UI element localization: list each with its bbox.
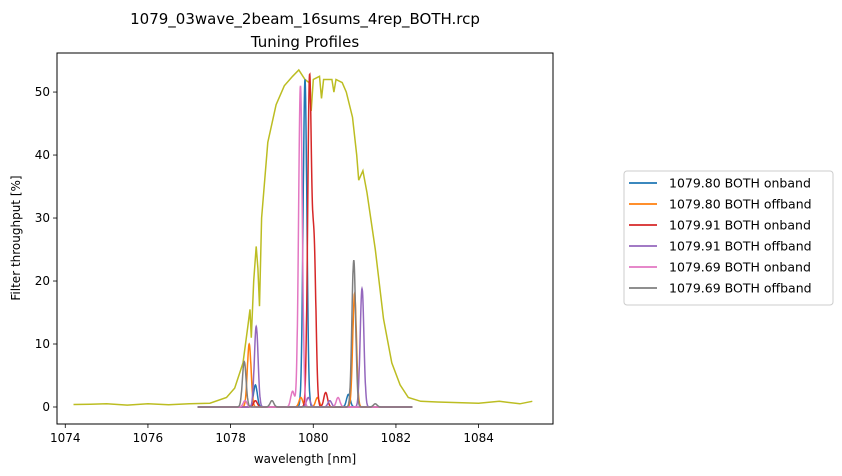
chart-subtitle: Tuning Profiles [250,33,360,51]
x-tick-label: 1078 [215,431,246,445]
y-tick-label: 50 [35,85,50,99]
y-axis-label: Filter throughput [%] [9,175,23,300]
legend-label: 1079.80 BOTH onband [669,176,811,191]
legend-label: 1079.91 BOTH offband [669,239,812,254]
plot-frame [56,52,554,425]
x-tick-label: 1084 [463,431,494,445]
legend-label: 1079.91 BOTH onband [669,218,811,233]
x-tick-label: 1080 [298,431,329,445]
legend-label: 1079.69 BOTH onband [669,260,811,275]
x-axis-label: wavelength [nm] [254,452,356,466]
series-line-3 [197,72,413,408]
axis-ticks: 1074 1076 1078 1080 1082 1084 0 10 20 30 40 50 [35,85,494,445]
series-line-1 [197,79,413,408]
legend-box [623,170,834,306]
legend-label: 1079.80 BOTH offband [669,197,812,212]
x-tick-label: 1074 [50,431,81,445]
y-tick-label: 0 [42,400,50,414]
x-tick-label: 1082 [381,431,412,445]
y-tick-label: 30 [35,211,50,225]
legend: 1079.80 BOTH onband 1079.80 BOTH offband 1… [623,170,834,306]
x-tick-label: 1076 [133,431,164,445]
series-line-5 [197,85,413,408]
y-tick-label: 10 [35,337,50,351]
y-tick-label: 40 [35,148,50,162]
chart-title: 1079_03wave_2beam_16sums_4rep_BOTH.rcp [130,10,480,29]
y-tick-label: 20 [35,274,50,288]
series-line-6 [197,260,413,408]
plot-area [73,68,533,408]
legend-label: 1079.69 BOTH offband [669,281,812,296]
